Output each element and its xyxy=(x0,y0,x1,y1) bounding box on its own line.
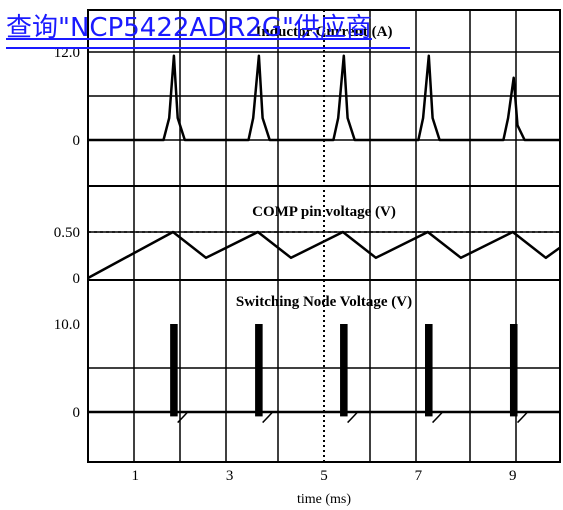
x-tick-label: 1 xyxy=(131,468,139,484)
x-tick-label: 9 xyxy=(509,468,517,484)
y-tick-label: 0.50 xyxy=(54,225,80,241)
y-tick-label: 12.0 xyxy=(54,45,80,61)
series-line-inductor-current xyxy=(88,54,560,142)
switching-burst xyxy=(425,324,433,417)
x-tick-label: 7 xyxy=(415,468,423,484)
switching-ringing xyxy=(347,411,359,424)
link-underline xyxy=(6,47,410,49)
switching-ringing xyxy=(177,411,189,424)
x-tick-label: 5 xyxy=(320,468,328,484)
x-tick-label: 3 xyxy=(226,468,234,484)
y-tick-label: 0 xyxy=(73,271,81,287)
y-tick-label: 10.0 xyxy=(54,317,80,333)
y-tick-label: 0 xyxy=(73,133,81,149)
switching-ringing xyxy=(432,411,444,424)
x-axis-label: time (ms) xyxy=(297,492,351,507)
switching-burst xyxy=(509,324,518,417)
switching-ringing xyxy=(262,411,274,424)
switching-burst xyxy=(340,324,348,417)
switching-burst xyxy=(255,324,263,417)
panel-title: Inductor Current (A) xyxy=(256,24,393,40)
panel-title: Switching Node Voltage (V) xyxy=(236,294,412,310)
series-line-comp-voltage xyxy=(87,230,561,280)
panel-title: COMP pin voltage (V) xyxy=(252,204,396,220)
switching-ringing xyxy=(516,411,529,424)
y-tick-label: 0 xyxy=(73,405,81,421)
switching-burst xyxy=(170,324,178,417)
supplier-search-link[interactable]: 查询"NCP5422ADR2G"供应商 xyxy=(6,13,372,43)
